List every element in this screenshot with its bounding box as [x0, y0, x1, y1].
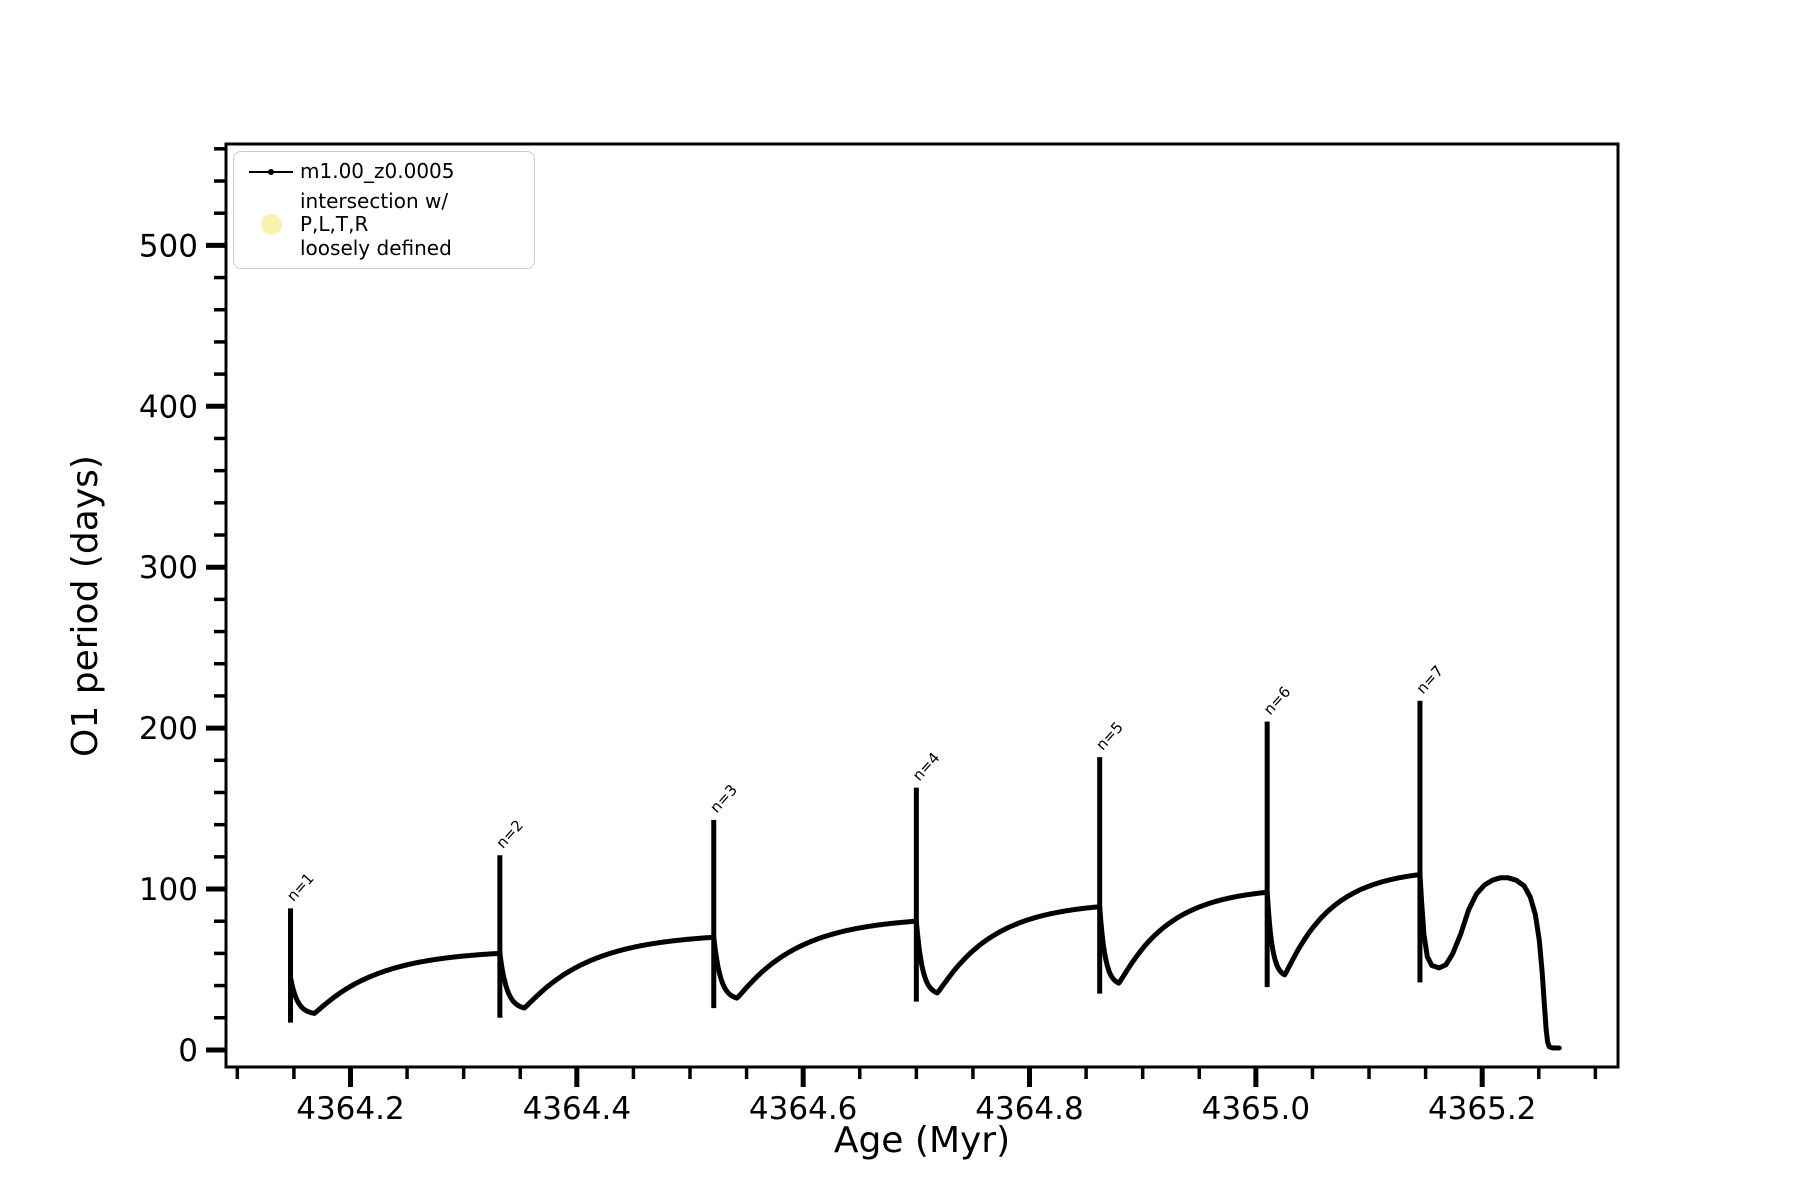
legend-label-series: m1.00_z0.0005 [300, 159, 455, 183]
x-tick-label: 4364.6 [749, 1091, 857, 1127]
legend: m1.00_z0.0005 intersection w/ P,L,T,R loo… [233, 151, 535, 270]
x-tick-label: 4364.8 [975, 1091, 1083, 1127]
spike-annotation: n=4 [909, 749, 944, 785]
dot-marker-icon [268, 168, 274, 175]
line-marker-icon [249, 168, 293, 175]
axes-frame [224, 142, 1620, 1069]
x-tick-label: 4364.2 [296, 1091, 404, 1127]
x-axis-label: Age (Myr) [834, 1120, 1010, 1161]
spike-annotation: n=6 [1260, 683, 1295, 719]
spike-annotation: n=3 [706, 781, 741, 817]
ticks-layer: 4364.2 4364.4 4364.6 4364.8 4365.0 4365.2 0 100… [139, 147, 1598, 1127]
x-tick-label: 4365.2 [1428, 1091, 1536, 1127]
spike-annotation: n=2 [492, 816, 527, 852]
legend-label-intersection-line2: loosely defined [300, 235, 452, 260]
y-tick-label: 300 [139, 550, 198, 586]
x-tick-label: 4364.4 [523, 1091, 631, 1127]
legend-marker-col [242, 214, 300, 236]
circle-marker-icon [260, 214, 282, 236]
y-tick-label: 100 [139, 872, 198, 908]
spike-annotation: n=7 [1413, 662, 1448, 698]
annotations-layer: n=1 n=2 n=3 n=4 n=5 n=6 n=7 [283, 662, 1447, 905]
y-axis-label: O1 period (days) [65, 455, 106, 757]
legend-entry-series: m1.00_z0.0005 [242, 159, 522, 184]
y-tick-label: 500 [139, 228, 198, 264]
legend-label-intersection-line1: intersection w/ P,L,T,R [300, 188, 449, 237]
x-tick-label: 4365.0 [1202, 1091, 1310, 1127]
spike-annotation: n=5 [1092, 718, 1127, 754]
legend-marker-col [242, 168, 300, 175]
y-tick-label: 0 [178, 1033, 198, 1069]
legend-entry-intersection: intersection w/ P,L,T,R loosely defined [242, 188, 522, 261]
y-tick-label: 400 [139, 389, 198, 425]
legend-label-intersection: intersection w/ P,L,T,R loosely defined [300, 188, 522, 261]
curve-layer [288, 700, 1562, 1051]
y-tick-label: 200 [139, 711, 198, 747]
data-curve [288, 872, 1562, 1051]
spike-annotation: n=1 [283, 869, 318, 905]
axes-spines [224, 142, 1620, 1069]
